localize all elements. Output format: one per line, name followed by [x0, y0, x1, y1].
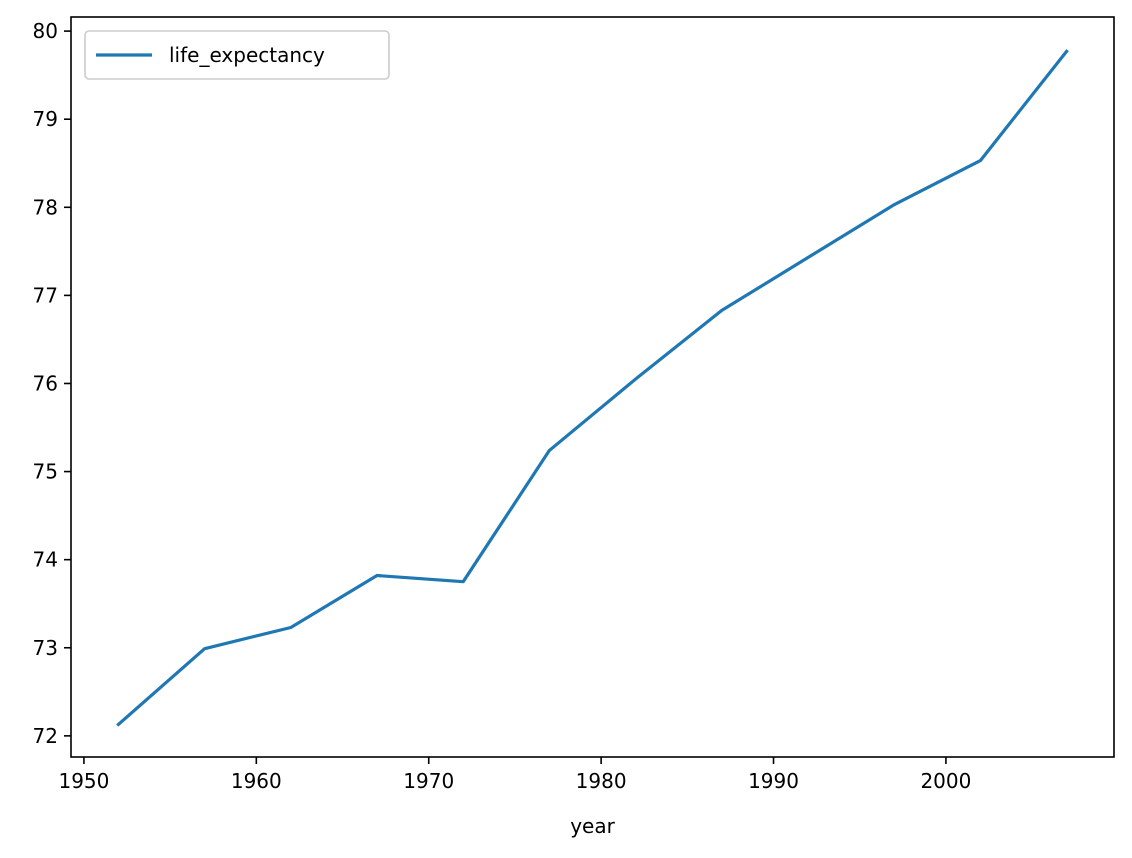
- y-tick-label: 79: [33, 107, 58, 131]
- y-tick-label: 74: [33, 548, 58, 572]
- series-layer: [116, 49, 1069, 727]
- legend-label: life_expectancy: [169, 43, 325, 67]
- legend: life_expectancy: [84, 30, 390, 80]
- y-tick-label: 72: [33, 724, 58, 748]
- ticks-layer: 1950 1960 1970 1980 1990 2000 72 73 74 75 76 77 78 79…: [33, 19, 972, 793]
- y-tick-label: 73: [33, 636, 58, 660]
- plot-frame: [70, 16, 1115, 758]
- legend-box: [84, 30, 390, 80]
- x-tick-label: 1990: [748, 769, 799, 793]
- x-tick-label: 1960: [231, 769, 282, 793]
- x-tick-label: 1980: [576, 769, 627, 793]
- x-tick-label: 1950: [58, 769, 109, 793]
- y-tick-label: 75: [33, 460, 58, 484]
- y-tick-label: 80: [33, 19, 58, 43]
- x-axis-label: year: [570, 814, 615, 838]
- series-line-life_expectancy: [116, 49, 1069, 727]
- x-tick-label: 2000: [920, 769, 971, 793]
- x-tick-label: 1970: [403, 769, 454, 793]
- plot-area: [71, 17, 1114, 757]
- y-tick-label: 77: [33, 283, 58, 307]
- y-tick-label: 78: [33, 195, 58, 219]
- y-tick-label: 76: [33, 371, 58, 395]
